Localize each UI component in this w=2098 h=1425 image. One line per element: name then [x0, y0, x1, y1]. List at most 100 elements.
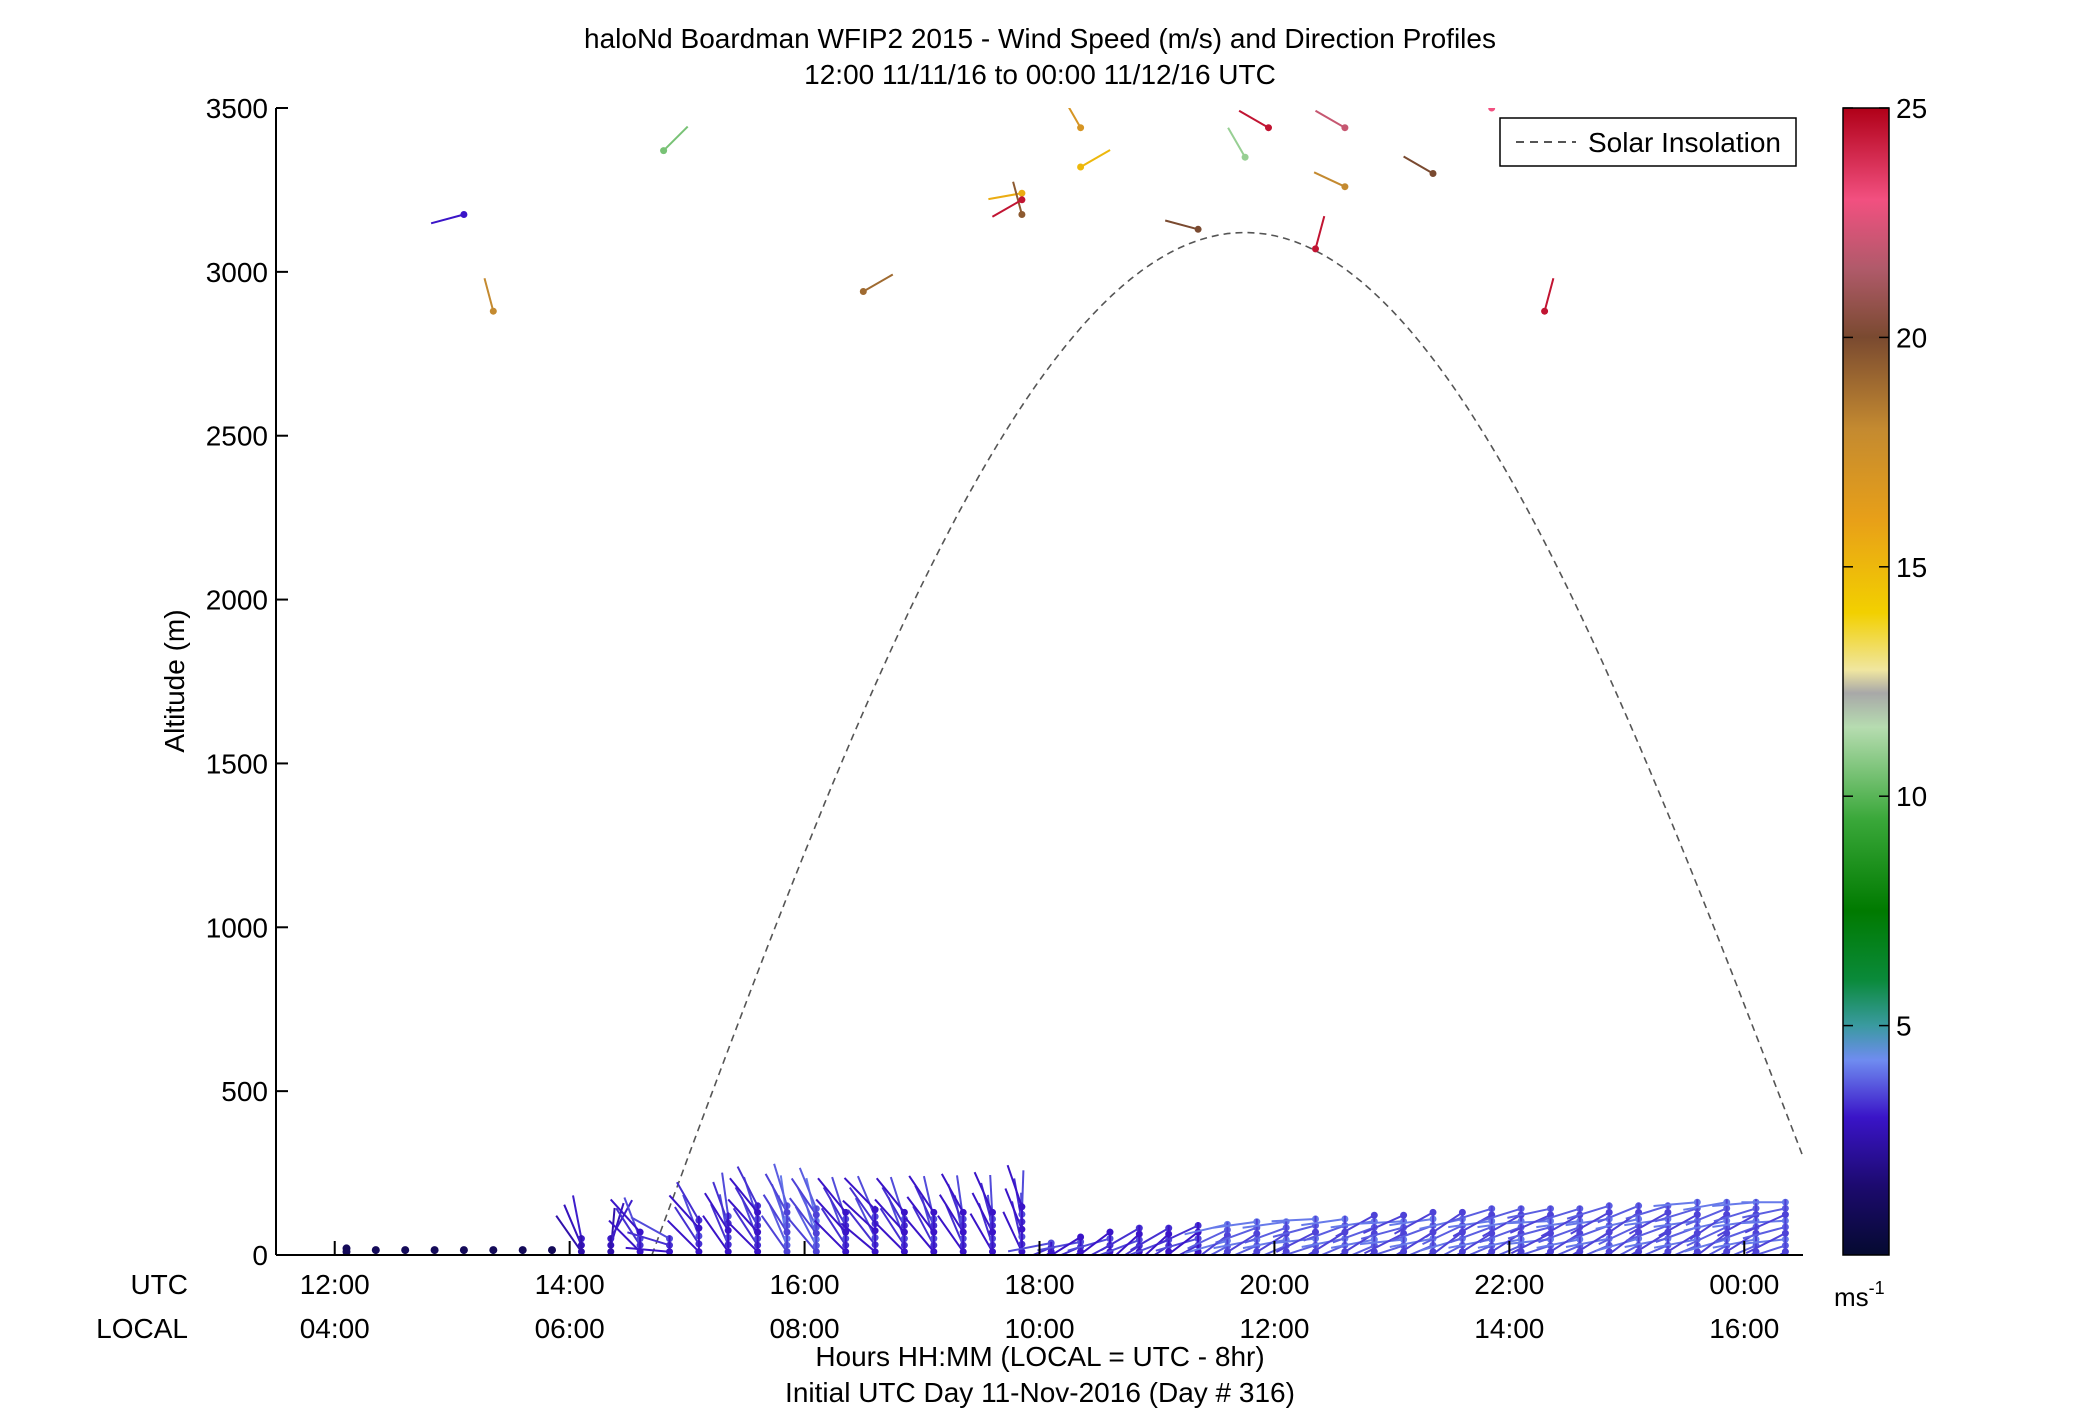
- y-tick-label: 3500: [206, 93, 268, 124]
- wind-barb-low: [668, 1194, 700, 1229]
- wind-barb-low: [1455, 1232, 1493, 1255]
- wind-barb-low: [798, 1167, 818, 1210]
- wind-barb-low: [1450, 1226, 1493, 1244]
- colorbar-tick-label: 25: [1896, 93, 1927, 124]
- x-tick-label-local: 12:00: [1239, 1313, 1309, 1344]
- colorbar-tick-label: 10: [1896, 781, 1927, 812]
- wind-barb-low: [1478, 1207, 1522, 1223]
- wind-barb-low: [1134, 1250, 1141, 1255]
- wind-barb-low: [937, 1215, 965, 1253]
- wind-barb-low: [904, 1217, 935, 1253]
- y-tick-label: 0: [252, 1240, 268, 1271]
- wind-barb-low: [1363, 1232, 1405, 1255]
- wind-barb-low: [1509, 1213, 1551, 1234]
- colorbar-tick-label: 15: [1896, 552, 1927, 583]
- wind-barb-low: [1359, 1220, 1404, 1225]
- wind-barb-low: [1538, 1226, 1581, 1244]
- wind-barb-upper-dot: [1341, 124, 1349, 132]
- wind-barb-low: [842, 1199, 876, 1232]
- wind-barb-low: [940, 1173, 965, 1213]
- wind-barb-low: [1037, 1240, 1081, 1252]
- wind-barb-upper-dot: [1265, 124, 1272, 132]
- wind-barb-low: [1518, 1244, 1551, 1255]
- wind-barb-low: [1184, 1239, 1228, 1254]
- x-tick-label-utc: 12:00: [300, 1269, 370, 1300]
- wind-barb-low: [1394, 1211, 1434, 1235]
- wind-barb-low: [1617, 1244, 1640, 1255]
- wind-barb-low: [762, 1194, 788, 1233]
- wind-calm-point: [518, 1246, 527, 1255]
- wind-barb-low: [1389, 1218, 1434, 1227]
- wind-barb-low: [1452, 1214, 1493, 1238]
- wind-barb-low: [1506, 1220, 1551, 1225]
- wind-barb-low: [1741, 1219, 1786, 1225]
- wind-barb-low: [1155, 1237, 1199, 1252]
- wind-barb-low: [627, 1231, 670, 1247]
- x-tick-label-local: 04:00: [300, 1313, 370, 1344]
- wind-barb-low: [1187, 1228, 1228, 1250]
- wind-barb-low: [1660, 1232, 1698, 1255]
- x-tick-label-utc: 22:00: [1474, 1269, 1544, 1300]
- x-tick-label-utc: 18:00: [1004, 1269, 1074, 1300]
- x-tick-label-utc: 00:00: [1709, 1269, 1779, 1300]
- wind-barb-upper-dot: [1429, 170, 1437, 177]
- wind-barb-low: [1007, 1242, 1052, 1253]
- wind-barb-upper-dot: [1312, 245, 1319, 253]
- wind-barb-upper: [1164, 219, 1199, 231]
- wind-calm-point: [371, 1246, 380, 1255]
- wind-barb-upper-dot: [1241, 153, 1249, 161]
- colorbar: [1842, 107, 1890, 1256]
- wind-barb-low: [1543, 1232, 1581, 1255]
- wind-barb-upper: [1313, 171, 1346, 188]
- wind-barb-low: [1642, 1244, 1669, 1255]
- x-tick-label-utc: 14:00: [535, 1269, 605, 1300]
- wind-barb-low: [773, 1163, 788, 1207]
- wind-barb-low: [674, 1206, 700, 1245]
- wind-barb-low: [1301, 1218, 1346, 1227]
- y-axis-label: Altitude (m): [159, 609, 190, 752]
- wind-barb-low: [555, 1215, 583, 1253]
- colorbar-unit-base: ms: [1834, 1282, 1869, 1312]
- wind-barb-low: [1330, 1238, 1375, 1249]
- wind-barb-low: [1097, 1238, 1140, 1255]
- wind-barb-low: [872, 1219, 906, 1253]
- wind-barb-low: [1714, 1226, 1757, 1243]
- y-tick-label: 1000: [206, 912, 268, 943]
- wind-barb-low: [625, 1246, 670, 1253]
- x-tick-label-utc: 20:00: [1239, 1269, 1309, 1300]
- wind-barb-low: [764, 1173, 788, 1213]
- wind-barb-low: [1565, 1237, 1610, 1248]
- legend: Solar Insolation: [1499, 117, 1797, 167]
- wind-barb-low: [1540, 1214, 1581, 1238]
- wind-barb-low: [1479, 1226, 1522, 1244]
- wind-barb-low: [787, 1217, 818, 1253]
- wind-barb-low: [572, 1195, 583, 1239]
- wind-barb-low: [847, 1209, 876, 1246]
- wind-barb-low: [1570, 1211, 1610, 1235]
- wind-barb-low: [676, 1181, 700, 1221]
- wind-barb-low: [1654, 1207, 1698, 1223]
- wind-barb-low: [1685, 1207, 1728, 1226]
- colorbar-tick-label: 5: [1896, 1011, 1912, 1042]
- wind-barb-low: [1100, 1227, 1140, 1251]
- wind-barb-upper-dot: [859, 288, 867, 295]
- wind-barb-low: [874, 1198, 906, 1233]
- wind-barb-low: [1213, 1220, 1257, 1229]
- wind-barb-upper: [662, 125, 689, 152]
- wind-barb-low: [1220, 1232, 1258, 1255]
- wind-barb-low: [1658, 1213, 1698, 1237]
- x-tick-label-local: 06:00: [535, 1313, 605, 1344]
- wind-barb-low: [727, 1198, 759, 1233]
- x-axis-label: Hours HH:MM (LOCAL = UTC - 8hr): [815, 1341, 1264, 1372]
- wind-barb-low: [1741, 1238, 1786, 1245]
- wind-barb-upper: [430, 213, 465, 225]
- wind-barb-low: [615, 1207, 641, 1246]
- wind-barb-low: [1566, 1204, 1610, 1220]
- wind-barb-low: [1271, 1218, 1316, 1223]
- wind-barb-upper: [1314, 109, 1346, 129]
- y-tick-label: 2000: [206, 585, 268, 616]
- wind-barb-upper: [862, 273, 894, 293]
- wind-barb-low: [1242, 1220, 1287, 1229]
- x-tick-label-local: 08:00: [770, 1313, 840, 1344]
